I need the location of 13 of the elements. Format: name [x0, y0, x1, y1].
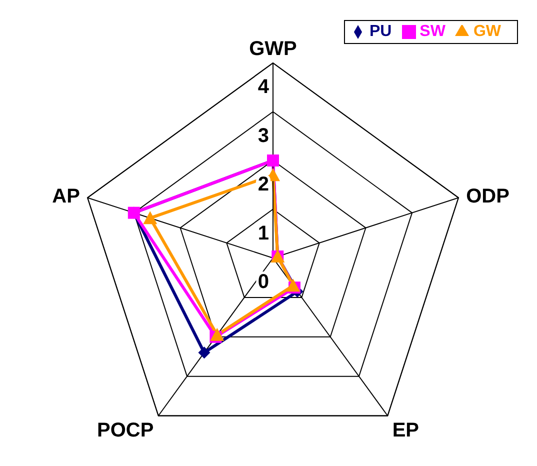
y-tick-label: 2: [258, 174, 269, 196]
spoke-label: AP: [52, 185, 80, 208]
y-tick-label: 0: [258, 271, 269, 293]
y-tick-label: 1: [258, 222, 269, 244]
spoke-label: POCP: [96, 419, 154, 442]
legend-label: PU: [369, 23, 392, 40]
legend-label: SW: [420, 23, 446, 40]
spoke-label: EP: [392, 419, 420, 442]
y-tick-label: 3: [258, 124, 269, 147]
legend-label: GW: [473, 23, 501, 40]
spoke-label: ODP: [466, 185, 510, 208]
y-tick-label: 4: [258, 76, 270, 98]
spoke-label: GWP: [249, 38, 297, 60]
